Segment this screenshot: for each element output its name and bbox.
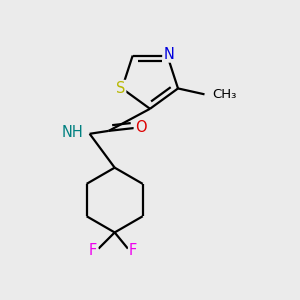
Text: F: F	[89, 243, 97, 258]
Text: F: F	[129, 243, 137, 258]
Text: S: S	[116, 81, 125, 96]
Text: N: N	[163, 46, 174, 62]
Text: O: O	[135, 120, 146, 135]
Text: CH₃: CH₃	[212, 88, 236, 101]
Text: NH: NH	[61, 125, 83, 140]
